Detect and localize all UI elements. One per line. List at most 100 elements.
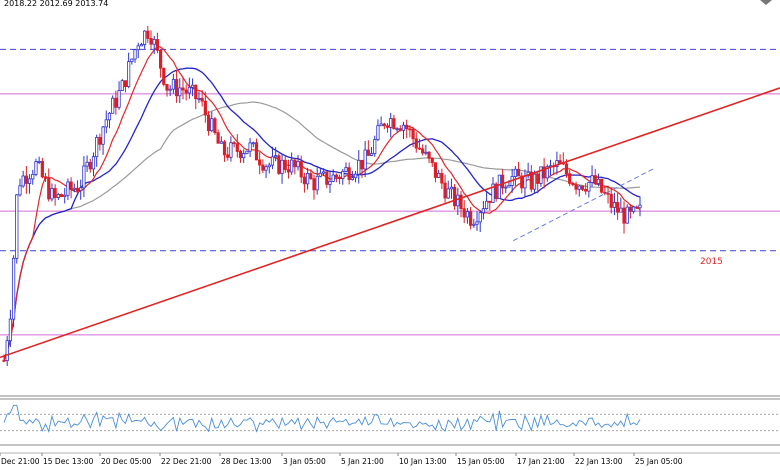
candle-body [590,175,594,183]
candle-body [318,172,323,177]
candle-body [430,157,434,164]
candle-body [104,119,108,128]
candle-body [171,79,175,90]
candle-body [520,175,524,189]
candle-body [609,193,613,208]
candle-body [50,188,54,200]
candle-body [398,128,402,131]
candle-body [66,181,70,196]
candle-body [424,151,428,154]
candle-body [529,171,533,190]
candle-body [606,192,610,195]
candle-body [443,182,447,199]
candle-body [414,138,418,149]
candle-body [638,204,642,209]
candle-body [584,188,588,192]
trendlines [0,87,780,359]
candle-body [337,176,342,179]
candle-body [306,173,310,185]
candle-body [139,44,144,47]
candle-body [632,206,636,212]
candle-body [283,159,287,170]
candle-body [312,178,316,191]
candle-body [299,161,303,178]
candle-body [593,175,597,184]
candle-body [181,87,185,91]
candle-body [178,87,182,97]
candle-body [341,170,345,179]
candle-body [238,151,243,159]
candle-body [488,200,492,203]
candle-body [133,49,137,60]
rsi-line [3,404,641,433]
candle-body [242,153,246,159]
rsi-panel [0,404,780,433]
chart-shift-marker-icon[interactable] [760,0,772,5]
candle-body [555,160,559,167]
candle-body [47,177,51,200]
candle-body [280,159,284,174]
candle-body [88,161,92,170]
candle-body [478,212,482,223]
candle-body [497,174,501,199]
candle-body [155,39,160,51]
candle-body [382,123,386,127]
axis-label: 25 Jan 05:00 [635,457,683,466]
candle-body [437,172,441,178]
candle-body [79,187,83,191]
candle-body [536,173,540,184]
candle-body [616,202,620,213]
candle-body [267,164,271,168]
axis-label: 20 Dec 05:00 [101,457,152,466]
candle-body [69,181,73,190]
candle-body [302,176,307,185]
candle-body [369,153,374,156]
candle-body [574,184,578,190]
candle-body [143,30,147,45]
candle-body [440,172,444,184]
candle-body [516,168,521,177]
candle-body [408,128,412,131]
candle-body [401,124,406,131]
candle-body [577,185,581,190]
candle-body [507,184,511,188]
candle-body [229,142,233,158]
candle-body [385,125,390,128]
candle-body [449,186,454,190]
candle-body [111,97,115,114]
axis-label: 15 Jan 05:00 [457,457,505,466]
axis-label: 28 Dec 13:00 [221,457,272,466]
candle-body [504,186,508,189]
candle-body [190,84,195,88]
candle-body [184,89,188,94]
candle-body [8,318,12,342]
candle-body [168,88,172,91]
axis-label: 3 Jan 05:00 [283,457,326,466]
candle-body [63,194,67,197]
candle-body [101,126,105,145]
candle-body [91,156,96,170]
candle-body [481,208,485,214]
candle-body [31,173,35,180]
candle-body [18,185,22,196]
candle-body [433,162,438,178]
axis-label: Dec 21:00 [1,457,40,466]
candle-body [405,124,409,130]
candle-body [187,86,191,94]
candle-body [245,150,249,154]
candle-body [462,208,466,218]
candle-body [353,173,358,179]
candle-body [98,137,102,145]
candle-body [379,123,383,127]
candle-body [625,206,629,224]
candle-body [34,161,38,175]
candle-body [484,200,489,210]
candle-body [59,194,64,197]
candle-body [216,132,220,144]
candle-body [389,118,393,128]
candle-body [296,161,300,168]
candle-body [27,178,32,184]
candle-body [309,173,313,180]
candle-body [222,141,227,156]
